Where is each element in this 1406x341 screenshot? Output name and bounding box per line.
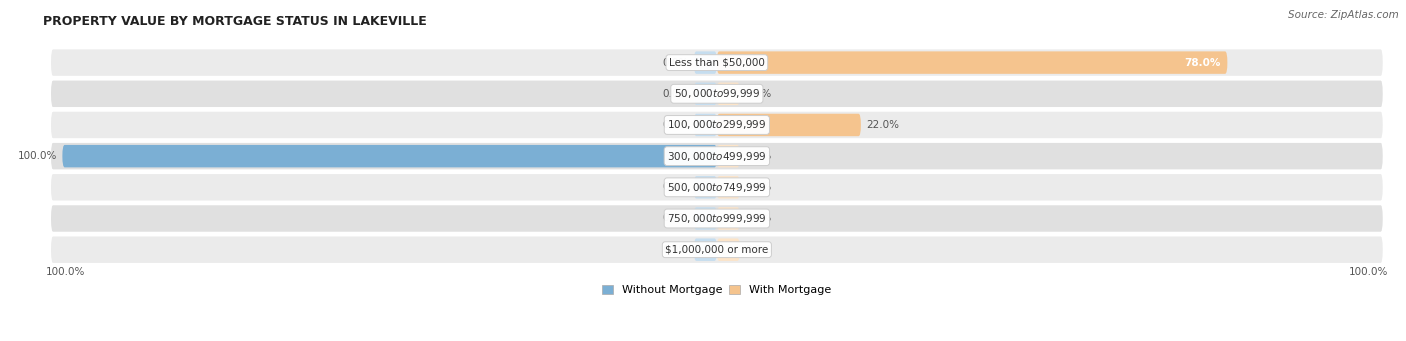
Text: 100.0%: 100.0% [18,151,58,161]
FancyBboxPatch shape [695,176,717,198]
Text: 78.0%: 78.0% [1184,58,1220,68]
FancyBboxPatch shape [49,204,1385,234]
FancyBboxPatch shape [695,83,717,105]
FancyBboxPatch shape [695,238,717,261]
Text: 0.0%: 0.0% [662,120,689,130]
Text: $1,000,000 or more: $1,000,000 or more [665,245,769,255]
Text: PROPERTY VALUE BY MORTGAGE STATUS IN LAKEVILLE: PROPERTY VALUE BY MORTGAGE STATUS IN LAK… [42,15,426,28]
Text: $50,000 to $99,999: $50,000 to $99,999 [673,87,761,100]
Text: 0.0%: 0.0% [662,89,689,99]
FancyBboxPatch shape [62,145,717,167]
FancyBboxPatch shape [717,207,740,230]
Text: 0.0%: 0.0% [662,213,689,223]
Text: Source: ZipAtlas.com: Source: ZipAtlas.com [1288,10,1399,20]
Text: 0.0%: 0.0% [662,58,689,68]
Text: 0.0%: 0.0% [745,245,772,255]
Text: 0.0%: 0.0% [745,182,772,192]
FancyBboxPatch shape [717,83,740,105]
FancyBboxPatch shape [717,51,1227,74]
Text: $100,000 to $299,999: $100,000 to $299,999 [668,118,766,132]
Text: 0.0%: 0.0% [745,151,772,161]
Text: Less than $50,000: Less than $50,000 [669,58,765,68]
FancyBboxPatch shape [49,79,1385,109]
Text: $750,000 to $999,999: $750,000 to $999,999 [666,212,766,225]
Text: $300,000 to $499,999: $300,000 to $499,999 [666,150,766,163]
FancyBboxPatch shape [717,238,740,261]
FancyBboxPatch shape [49,141,1385,171]
FancyBboxPatch shape [695,51,717,74]
Text: 0.0%: 0.0% [662,245,689,255]
Text: 100.0%: 100.0% [46,267,86,277]
FancyBboxPatch shape [49,235,1385,265]
Text: 22.0%: 22.0% [866,120,898,130]
Text: 100.0%: 100.0% [1348,267,1388,277]
FancyBboxPatch shape [717,145,740,167]
FancyBboxPatch shape [695,114,717,136]
FancyBboxPatch shape [49,110,1385,140]
Text: 0.0%: 0.0% [745,89,772,99]
Text: $500,000 to $749,999: $500,000 to $749,999 [666,181,766,194]
FancyBboxPatch shape [717,114,860,136]
Text: 0.0%: 0.0% [662,182,689,192]
Text: 0.0%: 0.0% [745,213,772,223]
FancyBboxPatch shape [49,48,1385,77]
FancyBboxPatch shape [695,207,717,230]
FancyBboxPatch shape [49,172,1385,202]
FancyBboxPatch shape [717,176,740,198]
Legend: Without Mortgage, With Mortgage: Without Mortgage, With Mortgage [598,280,837,299]
